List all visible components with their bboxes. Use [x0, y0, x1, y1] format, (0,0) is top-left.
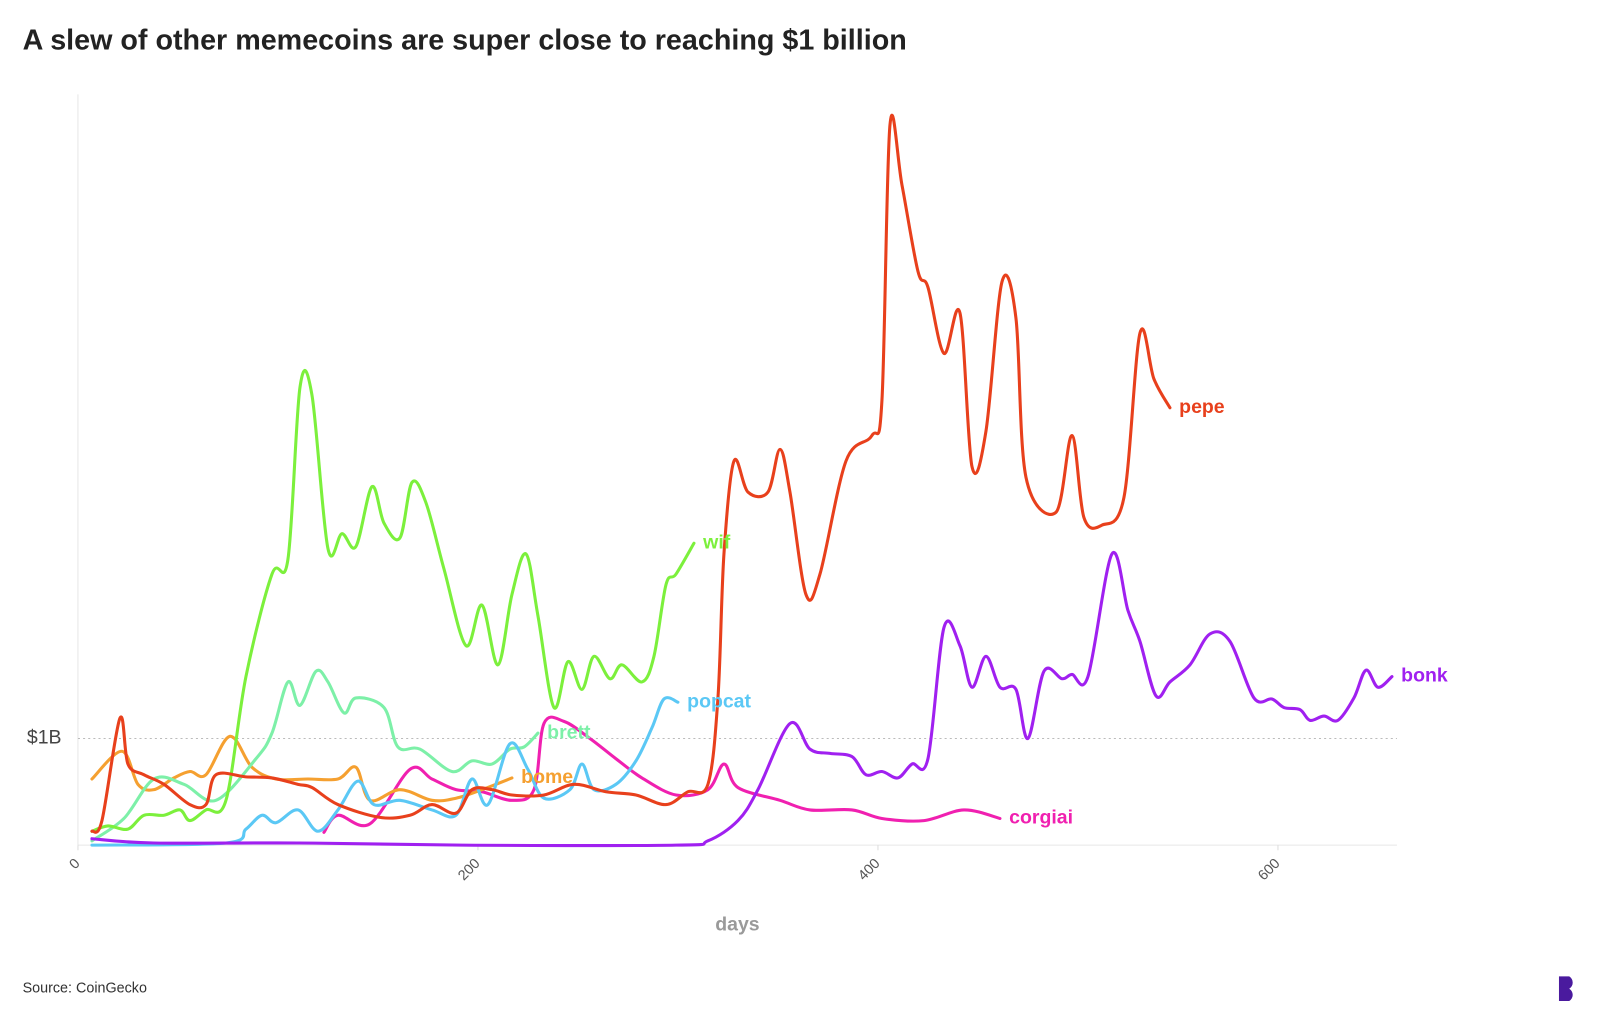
x-tick-label: 0 — [67, 856, 84, 873]
chart-title: A slew of other memecoins are super clos… — [23, 25, 907, 57]
y-tick-label: $1B — [27, 727, 62, 749]
series-line — [90, 668, 540, 843]
series-label: bonk — [1401, 665, 1448, 687]
series-label: wif — [702, 531, 731, 553]
series-line — [90, 696, 680, 847]
source-note: Source: CoinGecko — [23, 981, 147, 997]
logo-mark — [1558, 976, 1573, 1002]
series-line — [90, 113, 1172, 834]
series-line — [322, 715, 1002, 834]
x-tick-label: 600 — [1255, 856, 1283, 884]
series-label: pepe — [1179, 396, 1225, 418]
series-line — [90, 550, 1394, 848]
x-tick-label: 200 — [455, 856, 483, 884]
logo — [1558, 976, 1573, 1002]
x-tick-label: 400 — [855, 856, 883, 884]
x-axis-label: days — [715, 913, 760, 935]
series-label: brett — [547, 721, 591, 743]
series-line — [90, 369, 696, 833]
series-label: bome — [521, 766, 573, 788]
series-label: corgiai — [1009, 807, 1073, 829]
series-label: popcat — [687, 690, 751, 712]
